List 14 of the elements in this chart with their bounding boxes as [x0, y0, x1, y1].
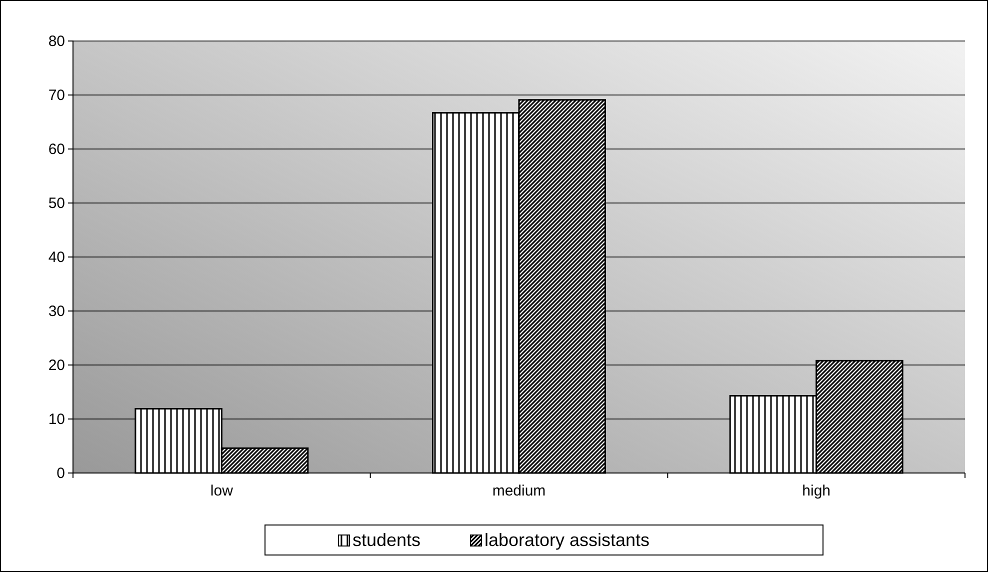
y-tick-label: 50 [48, 194, 65, 212]
legend-label: students [352, 530, 420, 550]
y-tick-label: 20 [48, 356, 65, 374]
y-tick-label: 30 [48, 302, 65, 320]
legend-label: laboratory assistants [484, 530, 650, 550]
x-tick-label: high [802, 482, 831, 500]
y-tick-label: 40 [48, 248, 65, 266]
y-tick-label: 10 [48, 410, 65, 428]
y-tick-label: 0 [56, 464, 65, 482]
y-tick-label: 80 [48, 32, 65, 50]
x-tick-label: low [210, 482, 234, 500]
y-tick-label: 60 [48, 140, 65, 158]
y-tick-label: 70 [48, 86, 65, 104]
x-tick-label: medium [492, 482, 546, 500]
